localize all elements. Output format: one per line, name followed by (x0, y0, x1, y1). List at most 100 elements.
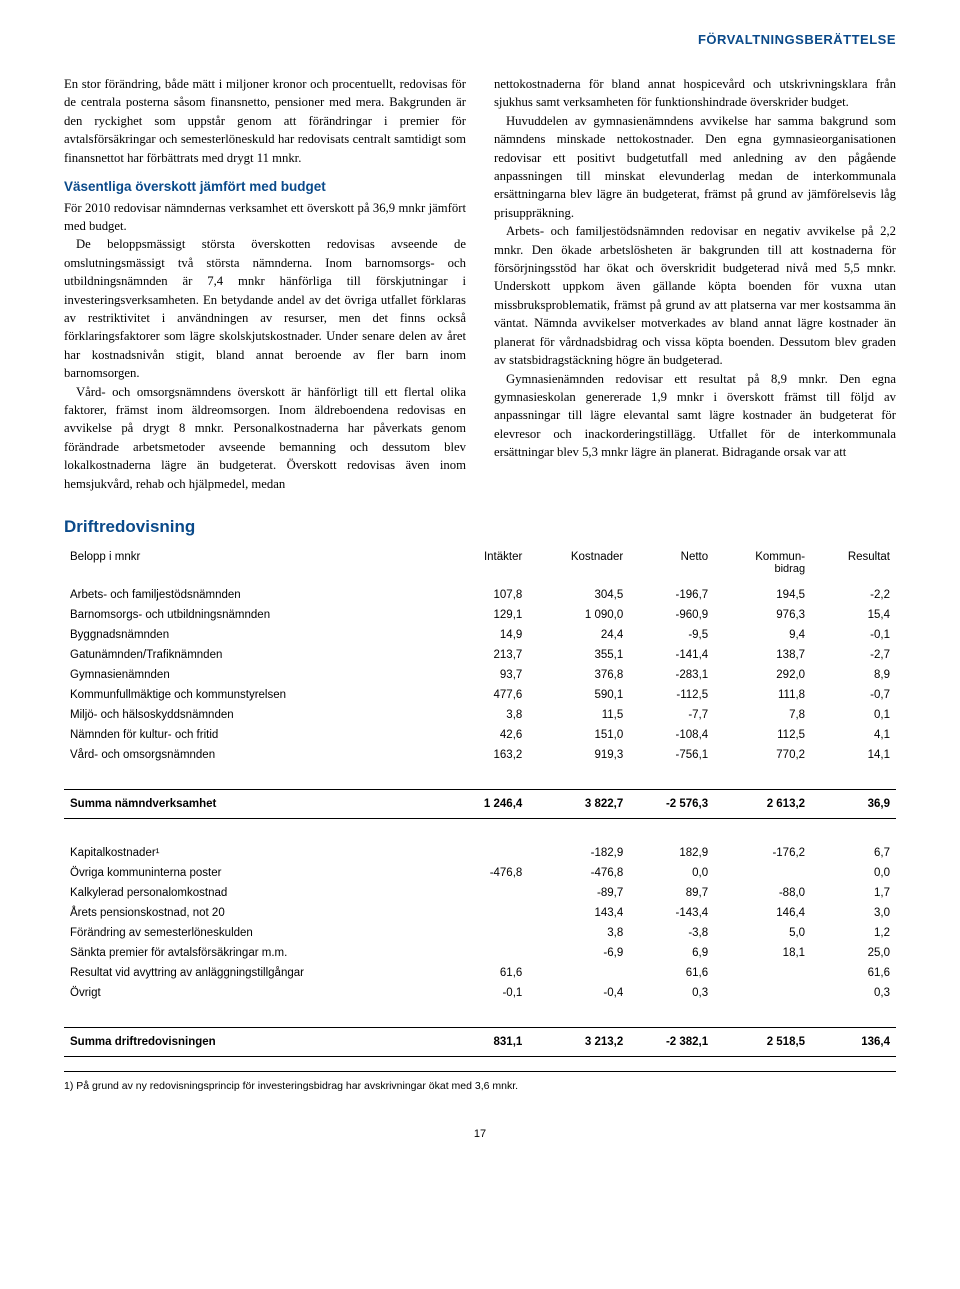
table-row: Övriga kommuninterna poster-476,8-476,80… (64, 863, 896, 883)
row-label: Barnomsorgs- och utbildningsnämnden (64, 605, 449, 625)
cell: 93,7 (449, 665, 528, 685)
cell: 61,6 (629, 963, 714, 983)
para: Huvuddelen av gymnasienämndens avvikelse… (494, 112, 896, 222)
cell: 213,7 (449, 645, 528, 665)
cell: 25,0 (811, 943, 896, 963)
table-row: Kommunfullmäktige och kommunstyrelsen477… (64, 685, 896, 705)
cell: -960,9 (629, 605, 714, 625)
cell: 1,7 (811, 883, 896, 903)
cell: 3 213,2 (528, 1028, 629, 1057)
cell: 304,5 (528, 585, 629, 605)
table-row: Summa nämndverksamhet1 246,43 822,7-2 57… (64, 790, 896, 819)
cell (714, 963, 811, 983)
row-label: Kommunfullmäktige och kommunstyrelsen (64, 685, 449, 705)
cell: -756,1 (629, 745, 714, 765)
cell: 194,5 (714, 585, 811, 605)
cell: -0,7 (811, 685, 896, 705)
cell: 15,4 (811, 605, 896, 625)
table-row: Årets pensionskostnad, not 20 143,4-143,4… (64, 903, 896, 923)
cell: 976,3 (714, 605, 811, 625)
col-header: Kommun-bidrag (714, 547, 811, 585)
row-label: Arbets- och familjestödsnämnden (64, 585, 449, 605)
cell: 42,6 (449, 725, 528, 745)
cell: 36,9 (811, 790, 896, 819)
cell: 14,9 (449, 625, 528, 645)
cell: 376,8 (528, 665, 629, 685)
cell: 7,8 (714, 705, 811, 725)
cell: 1 090,0 (528, 605, 629, 625)
col-header: Kostnader (528, 547, 629, 585)
cell (714, 983, 811, 1003)
table-row: Miljö- och hälsoskyddsnämnden3,811,5-7,7… (64, 705, 896, 725)
cell (449, 923, 528, 943)
cell: -176,2 (714, 843, 811, 863)
left-column: En stor förändring, både mätt i miljoner… (64, 75, 466, 493)
table-title: Driftredovisning (64, 517, 896, 537)
cell (714, 863, 811, 883)
cell: -6,9 (528, 943, 629, 963)
cell: -2 382,1 (629, 1028, 714, 1057)
col-header-sub: bidrag (720, 563, 805, 575)
cell: -108,4 (629, 725, 714, 745)
row-label: Årets pensionskostnad, not 20 (64, 903, 449, 923)
cell: -143,4 (629, 903, 714, 923)
cell: 129,1 (449, 605, 528, 625)
table-row: Förändring av semesterlöneskulden3,8-3,8… (64, 923, 896, 943)
document-page: FÖRVALTNINGSBERÄTTELSE En stor förändrin… (0, 0, 960, 1180)
table-row: Övrigt-0,1-0,40,30,3 (64, 983, 896, 1003)
cell (449, 843, 528, 863)
cell: 61,6 (811, 963, 896, 983)
cell: -0,1 (811, 625, 896, 645)
row-label: Kapitalkostnader¹ (64, 843, 449, 863)
cell (449, 943, 528, 963)
row-label: Resultat vid avyttring av anläggningstil… (64, 963, 449, 983)
cell: 0,0 (811, 863, 896, 883)
table-row: Byggnadsnämnden14,924,4-9,59,4-0,1 (64, 625, 896, 645)
row-label: Kalkylerad personalomkostnad (64, 883, 449, 903)
para: Arbets- och familjestödsnämnden redovisa… (494, 222, 896, 369)
subheading: Väsentliga överskott jämfört med budget (64, 177, 466, 197)
cell: -476,8 (449, 863, 528, 883)
cell: 3,8 (449, 705, 528, 725)
row-label: Övriga kommuninterna poster (64, 863, 449, 883)
cell: 0,3 (629, 983, 714, 1003)
table-row: Vård- och omsorgsnämnden163,2919,3-756,1… (64, 745, 896, 765)
cell: -3,8 (629, 923, 714, 943)
para: Gymnasienämnden redovisar ett resultat p… (494, 370, 896, 462)
row-label: Gymnasienämnden (64, 665, 449, 685)
cell (449, 883, 528, 903)
col-unit: Belopp i mnkr (64, 547, 449, 585)
para: nettokostnaderna för bland annat hospice… (494, 75, 896, 112)
cell: 182,9 (629, 843, 714, 863)
cell: -88,0 (714, 883, 811, 903)
cell: 0,1 (811, 705, 896, 725)
table-header-row: Belopp i mnkr Intäkter Kostnader Netto K… (64, 547, 896, 585)
table-row: Summa driftredovisningen831,13 213,2-2 3… (64, 1028, 896, 1057)
cell: -2 576,3 (629, 790, 714, 819)
cell: 3,8 (528, 923, 629, 943)
cell: 6,7 (811, 843, 896, 863)
row-label: Summa nämndverksamhet (64, 790, 449, 819)
page-number: 17 (64, 1128, 896, 1140)
cell: 24,4 (528, 625, 629, 645)
para: För 2010 redovisar nämndernas verksamhet… (64, 199, 466, 236)
cell: -7,7 (629, 705, 714, 725)
cell: 112,5 (714, 725, 811, 745)
cell: 11,5 (528, 705, 629, 725)
cell: -89,7 (528, 883, 629, 903)
table-row: Kalkylerad personalomkostnad-89,789,7-88… (64, 883, 896, 903)
cell: 143,4 (528, 903, 629, 923)
table-footnote: 1) På grund av ny redovisningsprincip fö… (64, 1071, 896, 1092)
cell: 18,1 (714, 943, 811, 963)
cell: -0,1 (449, 983, 528, 1003)
cell: 4,1 (811, 725, 896, 745)
drift-table: Belopp i mnkr Intäkter Kostnader Netto K… (64, 547, 896, 1057)
table-row: Kapitalkostnader¹-182,9182,9-176,26,7 (64, 843, 896, 863)
row-label: Övrigt (64, 983, 449, 1003)
cell (449, 903, 528, 923)
table-row: Sänkta premier för avtalsförsäkringar m.… (64, 943, 896, 963)
cell: -476,8 (528, 863, 629, 883)
cell: 0,3 (811, 983, 896, 1003)
body-columns: En stor förändring, både mätt i miljoner… (64, 75, 896, 493)
col-header: Resultat (811, 547, 896, 585)
